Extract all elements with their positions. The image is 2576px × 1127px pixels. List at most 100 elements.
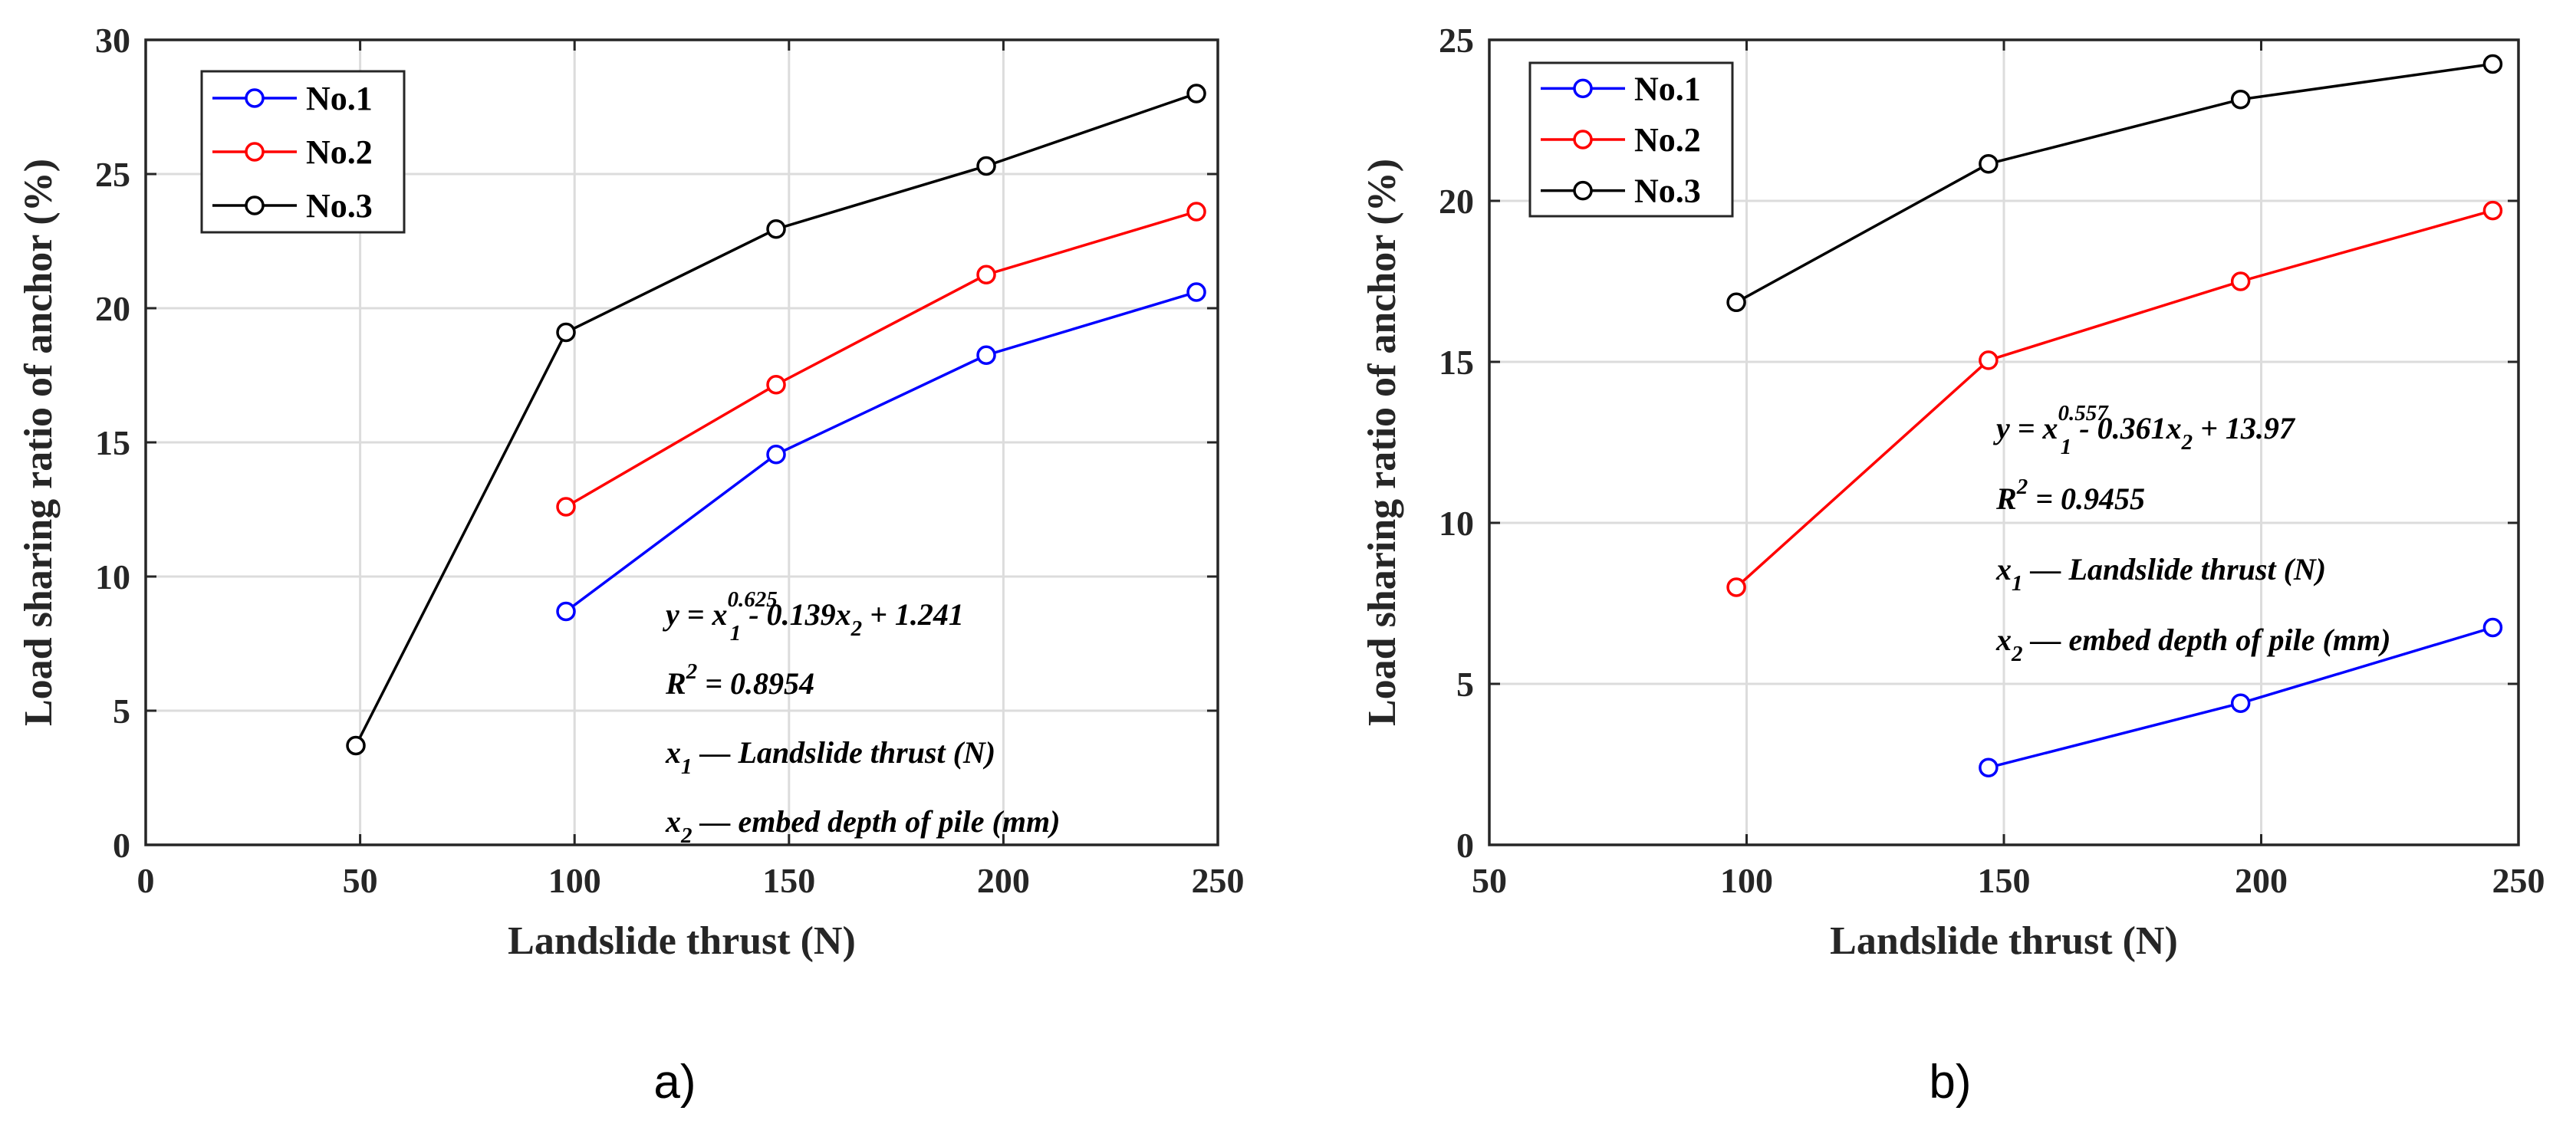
data-point [766, 445, 786, 465]
series-line-no3 [1735, 62, 2493, 304]
x-tick-label: 200 [2235, 861, 2288, 900]
legend-label: No.3 [306, 187, 373, 225]
y-tick-label: 30 [95, 21, 130, 60]
chart-b: 50 100 150 200 250 0 5 10 15 20 25 Landslide thrust… [1360, 21, 2545, 1109]
legend-swatch-marker [1573, 130, 1593, 150]
x-tick-label: 100 [548, 861, 601, 900]
x-tick-label: 150 [1978, 861, 2031, 900]
r-squared-text: R2 = 0.9455 [1995, 475, 2145, 516]
legend-label: No.3 [1634, 172, 1701, 210]
data-point [2482, 54, 2503, 74]
equation-part: y = x [663, 597, 728, 632]
equation-subscript: 2 [850, 616, 863, 641]
legend-swatch-marker [245, 142, 265, 162]
data-point [1726, 292, 1746, 313]
series-line-no1 [564, 291, 1197, 613]
equation-part: y = x [1993, 411, 2058, 445]
x2-part: x [1995, 623, 2012, 657]
y-tick-label: 15 [1439, 343, 1474, 382]
y-tick-label: 25 [95, 155, 130, 194]
legend-label: No.2 [306, 133, 373, 171]
equation-part: - 0.361x [2071, 411, 2181, 445]
x1-part: x [665, 735, 681, 770]
y-tick-label: 15 [95, 423, 130, 462]
data-point [1186, 202, 1206, 222]
y-tick-label: 5 [1456, 665, 1474, 704]
y-axis-label: Load sharing ratio of anchor (%) [1360, 159, 1404, 726]
data-point [1726, 577, 1746, 597]
legend-label: No.1 [306, 80, 373, 117]
x2-part: x [665, 804, 681, 839]
x-tick-label: 50 [1472, 861, 1507, 900]
equation-text: y = x0.557 1 - 0.361x2 + 13.97 [1993, 401, 2296, 459]
panel-label: b) [1929, 1056, 1971, 1109]
x-tick-label: 100 [1720, 861, 1773, 900]
x1-part: — Landslide thrust (N) [2023, 552, 2327, 586]
equation-text: y = x0.625 1 - 0.139x2 + 1.241 [663, 587, 964, 646]
panel-label: a) [653, 1056, 696, 1109]
r-squared-exponent: 2 [686, 659, 698, 684]
x2-definition: x2 — embed depth of pile (mm) [1995, 623, 2390, 666]
legend-swatch-marker [1573, 180, 1593, 201]
x2-definition: x2 — embed depth of pile (mm) [665, 804, 1060, 848]
legend-swatch-marker [245, 88, 265, 108]
x1-part: x [1995, 552, 2012, 586]
x1-subscript: 1 [681, 754, 693, 779]
data-point [1186, 282, 1206, 302]
x2-subscript: 2 [680, 823, 693, 848]
series-line-no2 [1735, 209, 2493, 589]
legend-swatch-marker [1573, 78, 1593, 99]
equation-exponent: 0.625 [728, 587, 778, 612]
x2-part: — embed depth of pile (mm) [693, 804, 1061, 839]
series-line-no3 [354, 92, 1197, 747]
y-tick-label: 10 [1439, 504, 1474, 543]
equation-subscript: 1 [2061, 435, 2072, 459]
y-tick-label: 10 [95, 557, 130, 596]
data-point [766, 219, 786, 239]
data-point [1979, 153, 1999, 174]
x-tick-label: 150 [762, 861, 815, 900]
series-line-no2 [565, 210, 1197, 508]
data-point [1979, 350, 1999, 370]
r-squared-part: = 0.9455 [2028, 481, 2145, 516]
equation-part: - 0.139x [741, 597, 850, 632]
data-point [1979, 757, 1999, 777]
equation-part: + 13.97 [2193, 411, 2296, 445]
x1-definition: x1 — Landslide thrust (N) [665, 735, 995, 779]
data-point [556, 322, 576, 343]
legend-swatch-marker [245, 196, 265, 215]
data-point [346, 735, 366, 756]
equation-subscript: 1 [730, 621, 742, 646]
y-axis-label: Load sharing ratio of anchor (%) [17, 159, 61, 726]
y-tick-label: 25 [1439, 21, 1474, 60]
data-point [766, 375, 786, 395]
x-tick-label: 0 [137, 861, 155, 900]
y-tick-label: 0 [1456, 826, 1474, 865]
y-tick-label: 0 [113, 826, 130, 865]
data-point [976, 264, 996, 284]
data-point [2230, 89, 2251, 110]
x-tick-label: 200 [977, 861, 1030, 900]
data-point [556, 601, 576, 622]
r-squared-exponent: 2 [2016, 475, 2028, 499]
x-axis-label: Landslide thrust (N) [508, 919, 856, 963]
x1-definition: x1 — Landslide thrust (N) [1995, 552, 2326, 596]
x-axis-label: Landslide thrust (N) [1830, 919, 2178, 963]
x1-part: — Landslide thrust (N) [693, 735, 996, 770]
data-point [2230, 693, 2251, 713]
equation-exponent: 0.557 [2058, 401, 2110, 426]
legend-label: No.2 [1634, 121, 1701, 159]
x1-subscript: 1 [2012, 571, 2023, 596]
x2-subscript: 2 [2011, 642, 2023, 666]
y-tick-label: 20 [1439, 182, 1474, 221]
equation-part: + 1.241 [862, 597, 964, 632]
x2-part: — embed depth of pile (mm) [2023, 623, 2391, 657]
legend-label: No.1 [1634, 70, 1701, 107]
r-squared-part: R [665, 666, 686, 701]
data-point [976, 156, 996, 176]
y-tick-label: 5 [113, 692, 130, 731]
data-point [2230, 271, 2251, 291]
y-tick-label: 20 [95, 289, 130, 328]
x-tick-label: 250 [1192, 861, 1245, 900]
